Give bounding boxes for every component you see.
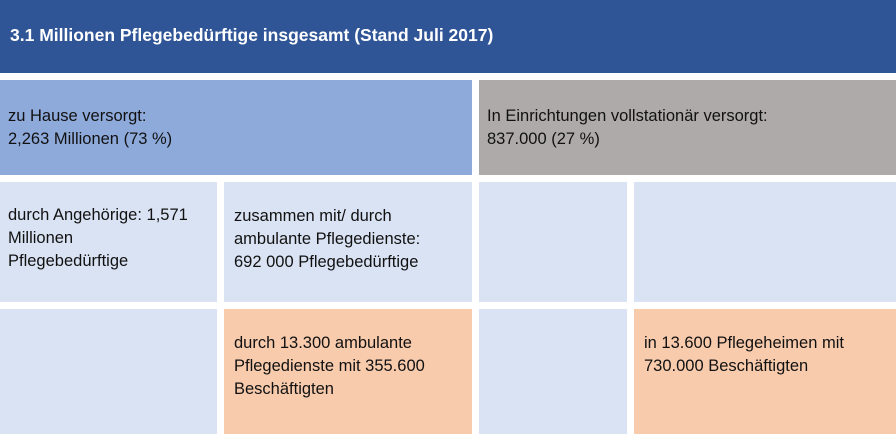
ambulant-together-line: 692 000 Pflegebedürftige [234, 253, 419, 271]
nursing-homes-line: 730.000 Beschäftigten [644, 357, 809, 375]
institutional-care-box: In Einrichtungen vollstationär versorgt:… [479, 80, 896, 175]
nursing-homes-box: in 13.600 Pflegeheimen mit 730.000 Besch… [634, 309, 896, 434]
relatives-care-line: durch Angehörige: 1,571 [8, 206, 188, 224]
ambulant-together-box: zusammen mit/ durch ambulante Pflegedien… [224, 182, 472, 302]
ambulant-services-line: Beschäftigten [234, 380, 334, 398]
empty-cell [634, 182, 896, 302]
home-care-box: zu Hause versorgt: 2,263 Millionen (73 %… [0, 80, 472, 175]
empty-cell [479, 309, 627, 434]
ambulant-together-line: ambulante Pflegedienste: [234, 230, 421, 248]
relatives-care-line: Millionen [8, 229, 74, 247]
ambulant-services-line: Pflegedienste mit 355.600 [234, 357, 425, 375]
relatives-care-line: Pflegebedürftige [8, 252, 129, 270]
empty-cell [479, 182, 627, 302]
page-title: 3.1 Millionen Pflegebedürftige insgesamt… [0, 0, 896, 73]
empty-cell [0, 309, 217, 434]
ambulant-services-line: durch 13.300 ambulante [234, 334, 412, 352]
ambulant-together-line: zusammen mit/ durch [234, 207, 392, 225]
home-care-value: 2,263 Millionen (73 %) [8, 130, 173, 148]
ambulant-services-box: durch 13.300 ambulante Pflegedienste mit… [224, 309, 472, 434]
institutional-care-label: In Einrichtungen vollstationär versorgt: [487, 107, 768, 125]
nursing-homes-line: in 13.600 Pflegeheimen mit [644, 334, 844, 352]
relatives-care-box: durch Angehörige: 1,571 Millionen Pflege… [0, 182, 217, 302]
institutional-care-value: 837.000 (27 %) [487, 130, 600, 148]
home-care-label: zu Hause versorgt: [8, 107, 147, 125]
